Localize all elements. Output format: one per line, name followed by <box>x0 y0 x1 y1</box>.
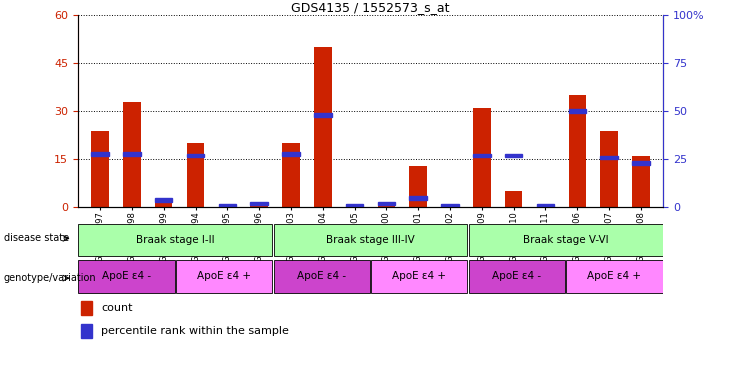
Bar <box>81 301 93 315</box>
Bar <box>155 198 173 202</box>
Bar <box>187 154 205 157</box>
Bar <box>442 204 459 207</box>
Bar <box>91 131 109 207</box>
Text: count: count <box>102 303 133 313</box>
Bar <box>155 201 173 207</box>
Bar <box>123 152 141 156</box>
Bar <box>282 143 299 207</box>
Bar <box>273 260 370 293</box>
Bar <box>568 95 586 207</box>
Text: Braak stage I-II: Braak stage I-II <box>136 235 215 245</box>
Bar <box>568 109 586 113</box>
Bar <box>632 156 650 207</box>
Bar <box>79 260 175 293</box>
Text: genotype/variation: genotype/variation <box>4 273 96 283</box>
Text: ApoE ε4 -: ApoE ε4 - <box>492 271 542 281</box>
Bar <box>473 154 491 157</box>
Bar <box>410 166 427 207</box>
Bar <box>378 204 395 207</box>
Bar <box>371 260 468 293</box>
Bar <box>600 131 618 207</box>
Text: ApoE ε4 +: ApoE ε4 + <box>392 271 446 281</box>
Bar <box>505 154 522 157</box>
Text: percentile rank within the sample: percentile rank within the sample <box>102 326 289 336</box>
Bar <box>250 202 268 205</box>
Bar <box>469 260 565 293</box>
Bar <box>123 102 141 207</box>
Text: disease state: disease state <box>4 233 69 243</box>
Bar <box>187 143 205 207</box>
Bar <box>378 202 395 205</box>
Text: ApoE ε4 +: ApoE ε4 + <box>197 271 251 281</box>
Text: Braak stage V-VI: Braak stage V-VI <box>523 235 608 245</box>
Bar <box>250 204 268 207</box>
Bar <box>536 204 554 207</box>
Bar <box>473 108 491 207</box>
Title: GDS4135 / 1552573_s_at: GDS4135 / 1552573_s_at <box>291 1 450 14</box>
Text: ApoE ε4 -: ApoE ε4 - <box>297 271 346 281</box>
Bar <box>314 47 331 207</box>
Bar <box>346 204 363 207</box>
Bar <box>600 156 618 159</box>
Bar <box>273 224 468 256</box>
Bar <box>81 324 93 338</box>
Bar <box>536 204 554 207</box>
Bar <box>219 204 236 207</box>
Bar <box>91 152 109 156</box>
Bar <box>410 196 427 200</box>
Bar <box>219 204 236 207</box>
Bar <box>632 161 650 165</box>
Bar <box>314 113 331 117</box>
Bar <box>469 224 662 256</box>
Bar <box>346 204 363 207</box>
Bar <box>79 224 272 256</box>
Bar <box>176 260 272 293</box>
Bar <box>442 204 459 207</box>
Bar <box>505 191 522 207</box>
Bar <box>566 260 662 293</box>
Bar <box>282 152 299 156</box>
Text: ApoE ε4 -: ApoE ε4 - <box>102 271 151 281</box>
Text: ApoE ε4 +: ApoE ε4 + <box>588 271 642 281</box>
Text: Braak stage III-IV: Braak stage III-IV <box>326 235 415 245</box>
